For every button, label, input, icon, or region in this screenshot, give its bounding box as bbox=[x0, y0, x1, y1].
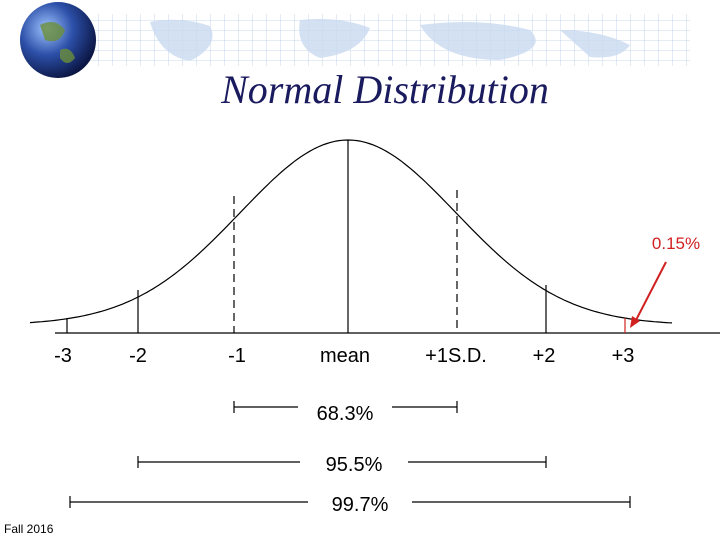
footer: Fall 2016 bbox=[4, 522, 54, 536]
range-label: 95.5% bbox=[326, 454, 383, 476]
sd-lines bbox=[66, 140, 626, 333]
bell-curve bbox=[29, 139, 673, 324]
axis-label: +1S.D. bbox=[425, 345, 487, 367]
annotation-arrow bbox=[634, 261, 667, 323]
range-label: 99.7% bbox=[332, 494, 389, 516]
axis-label: +2 bbox=[533, 345, 556, 367]
range-label: 68.3% bbox=[317, 403, 374, 425]
axis-label: -3 bbox=[54, 345, 72, 367]
banner bbox=[85, 14, 690, 66]
annotation: 0.15% bbox=[652, 234, 700, 253]
globe-icon bbox=[20, 2, 96, 78]
ranges bbox=[69, 401, 631, 508]
axis-label: +3 bbox=[612, 345, 635, 367]
axis-label: mean bbox=[320, 345, 370, 367]
axis-label: -1 bbox=[228, 345, 246, 367]
arrow-head bbox=[630, 316, 640, 328]
title: Normal Distribution bbox=[220, 67, 549, 112]
axis-label: -2 bbox=[129, 345, 147, 367]
